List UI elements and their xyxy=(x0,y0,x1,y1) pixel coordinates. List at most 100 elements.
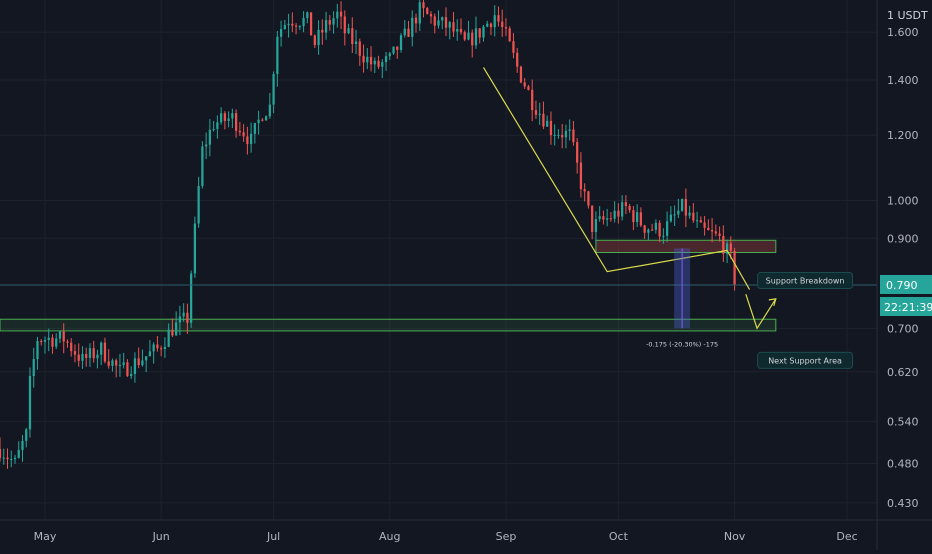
candle-body[interactable] xyxy=(40,341,43,343)
candle-body[interactable] xyxy=(669,214,672,222)
candle-body[interactable] xyxy=(523,82,526,87)
candle-body[interactable] xyxy=(141,360,144,366)
plot-area[interactable] xyxy=(0,0,877,520)
candle-body[interactable] xyxy=(70,342,73,352)
candle-body[interactable] xyxy=(88,348,92,358)
candle-body[interactable] xyxy=(568,129,571,131)
candle-body[interactable] xyxy=(534,110,538,115)
candle-body[interactable] xyxy=(73,351,77,355)
candle-body[interactable] xyxy=(411,17,414,37)
candle-body[interactable] xyxy=(133,358,137,374)
candle-body[interactable] xyxy=(688,212,691,216)
candle-body[interactable] xyxy=(456,28,459,32)
candle-body[interactable] xyxy=(651,229,654,231)
candle-body[interactable] xyxy=(621,202,624,217)
candle-body[interactable] xyxy=(478,28,481,38)
candle-body[interactable] xyxy=(272,74,275,105)
candle-body[interactable] xyxy=(193,223,197,274)
candle-body[interactable] xyxy=(527,86,530,90)
candle-body[interactable] xyxy=(441,17,444,21)
candle-body[interactable] xyxy=(175,322,178,336)
candle-body[interactable] xyxy=(0,448,2,458)
candle-body[interactable] xyxy=(519,66,523,83)
candle-body[interactable] xyxy=(433,16,436,26)
candle-body[interactable] xyxy=(489,23,493,28)
candle-body[interactable] xyxy=(617,210,620,217)
candle-body[interactable] xyxy=(452,22,455,32)
candle-body[interactable] xyxy=(564,130,568,138)
candle-body[interactable] xyxy=(242,132,245,137)
candle-body[interactable] xyxy=(246,136,249,145)
candle-body[interactable] xyxy=(538,113,541,115)
candle-body[interactable] xyxy=(448,22,451,28)
candle-body[interactable] xyxy=(407,28,410,37)
candle-body[interactable] xyxy=(21,440,24,450)
candle-body[interactable] xyxy=(388,53,391,57)
candle-body[interactable] xyxy=(351,28,354,45)
candle-body[interactable] xyxy=(223,113,226,121)
candle-body[interactable] xyxy=(572,129,575,143)
candle-body[interactable] xyxy=(512,41,515,53)
candle-body[interactable] xyxy=(695,220,699,222)
candle-body[interactable] xyxy=(628,205,631,211)
candle-body[interactable] xyxy=(81,353,84,361)
candle-body[interactable] xyxy=(354,41,358,45)
candle-body[interactable] xyxy=(276,36,279,75)
candle-body[interactable] xyxy=(587,191,590,206)
candle-body[interactable] xyxy=(137,358,140,366)
candle-body[interactable] xyxy=(257,119,260,124)
next-support-area-callout-box[interactable] xyxy=(757,351,854,369)
candle-body[interactable] xyxy=(467,32,470,40)
candle-body[interactable] xyxy=(658,222,661,237)
candle-body[interactable] xyxy=(486,23,489,27)
candle-body[interactable] xyxy=(703,222,706,228)
candle-body[interactable] xyxy=(377,60,380,67)
candle-body[interactable] xyxy=(17,449,20,458)
candle-body[interactable] xyxy=(639,212,643,226)
candle-body[interactable] xyxy=(707,227,710,231)
candle-body[interactable] xyxy=(291,23,294,26)
candle-body[interactable] xyxy=(444,17,448,28)
candle-body[interactable] xyxy=(107,361,110,366)
candle-body[interactable] xyxy=(561,134,564,138)
candle-body[interactable] xyxy=(459,28,463,33)
candle-body[interactable] xyxy=(665,221,669,236)
candle-body[interactable] xyxy=(201,146,204,187)
candle-body[interactable] xyxy=(238,130,241,133)
candle-body[interactable] xyxy=(313,35,316,46)
support-breakdown-callout-label[interactable]: Support Breakdown xyxy=(766,276,845,285)
candle-body[interactable] xyxy=(145,356,148,361)
candle-body[interactable] xyxy=(710,230,714,232)
candle-body[interactable] xyxy=(474,28,478,46)
candle-body[interactable] xyxy=(692,212,695,221)
candle-body[interactable] xyxy=(362,55,365,63)
candle-body[interactable] xyxy=(178,316,182,323)
candle-body[interactable] xyxy=(471,32,474,46)
candle-body[interactable] xyxy=(606,218,609,220)
candle-body[interactable] xyxy=(32,359,35,377)
candle-body[interactable] xyxy=(130,373,133,377)
candle-body[interactable] xyxy=(182,312,185,317)
candle-body[interactable] xyxy=(115,360,118,366)
candle-body[interactable] xyxy=(366,56,369,63)
candle-body[interactable] xyxy=(216,122,219,129)
candle-body[interactable] xyxy=(576,142,579,163)
candle-body[interactable] xyxy=(531,89,534,111)
candle-body[interactable] xyxy=(553,134,556,136)
candle-body[interactable] xyxy=(152,344,155,352)
candle-body[interactable] xyxy=(156,344,159,349)
candle-body[interactable] xyxy=(598,216,601,220)
candle-body[interactable] xyxy=(437,20,440,26)
candle-body[interactable] xyxy=(317,29,320,46)
candle-body[interactable] xyxy=(654,222,658,230)
candle-body[interactable] xyxy=(336,11,339,19)
candle-body[interactable] xyxy=(358,41,361,56)
candle-body[interactable] xyxy=(343,16,346,34)
candle-body[interactable] xyxy=(508,28,511,42)
candle-body[interactable] xyxy=(306,12,309,19)
candle-body[interactable] xyxy=(557,134,560,136)
candle-body[interactable] xyxy=(729,243,732,251)
candle-body[interactable] xyxy=(403,28,406,36)
candle-body[interactable] xyxy=(591,205,594,233)
candle-body[interactable] xyxy=(699,220,702,223)
